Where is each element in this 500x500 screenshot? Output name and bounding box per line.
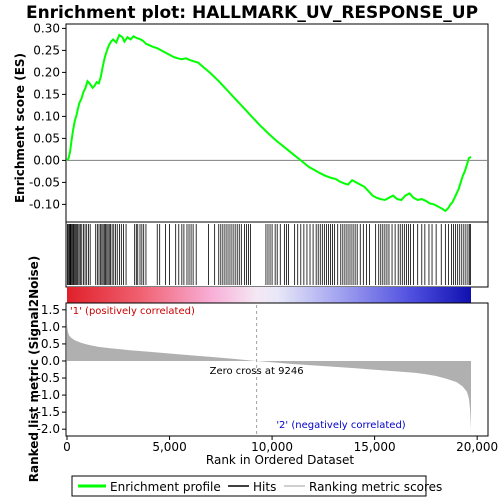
x-axis: 0 5,000 10,000 15,000 20,000 bbox=[63, 436, 498, 454]
metric-y-tick-label: -1.0 bbox=[37, 388, 60, 402]
es-y-axis-label: Enrichment score (ES) bbox=[13, 53, 27, 203]
metric-y-tick-label: -1.5 bbox=[37, 405, 60, 419]
x-axis-label: Rank in Ordered Dataset bbox=[206, 453, 354, 467]
es-y-tick-label: 0.20 bbox=[33, 65, 60, 79]
x-tick-label: 10,000 bbox=[251, 440, 293, 454]
metric-y-tick-label: -2.0 bbox=[37, 422, 60, 436]
es-y-axis: 0.30 0.25 0.20 0.15 0.10 0.05 0.00 -0.05 -0.10 bbox=[29, 21, 66, 211]
x-tick-label: 15,000 bbox=[354, 440, 396, 454]
chart-title: Enrichment plot: HALLMARK_UV_RESPONSE_UP bbox=[26, 3, 478, 23]
negative-correlation-label: '2' (negatively correlated) bbox=[276, 420, 405, 431]
es-panel-frame bbox=[65, 23, 489, 223]
zero-cross-label: Zero cross at 9246 bbox=[210, 366, 304, 377]
es-y-tick-label: 0.00 bbox=[33, 153, 60, 167]
legend-metric-label: Ranking metric scores bbox=[309, 480, 442, 494]
es-y-tick-label: 0.30 bbox=[33, 21, 60, 35]
x-tick-label: 20,000 bbox=[456, 440, 498, 454]
metric-y-tick-label: 0.5 bbox=[41, 337, 60, 351]
enrichment-profile-line bbox=[66, 33, 472, 213]
legend: Enrichment profile Hits Ranking metric s… bbox=[71, 475, 442, 497]
metric-panel: 1.5 1.0 0.5 0.0 -0.5 -1.0 -1.5 -2.0 '1' (positi… bbox=[27, 256, 489, 483]
metric-y-tick-label: 0.0 bbox=[41, 354, 60, 368]
hit-markers bbox=[67, 224, 471, 285]
legend-hits-label: Hits bbox=[253, 480, 276, 494]
x-tick-label: 0 bbox=[63, 440, 71, 454]
hits-panel bbox=[65, 221, 489, 288]
es-y-tick-label: 0.25 bbox=[33, 43, 60, 57]
metric-y-tick-label: 1.5 bbox=[41, 303, 60, 317]
metric-y-axis: 1.5 1.0 0.5 0.0 -0.5 -1.0 -1.5 -2.0 bbox=[37, 303, 66, 436]
es-y-tick-label: -0.05 bbox=[29, 175, 60, 189]
es-y-tick-label: -0.10 bbox=[29, 197, 60, 211]
es-y-tick-label: 0.05 bbox=[33, 131, 60, 145]
es-panel: 0.30 0.25 0.20 0.15 0.10 0.05 0.00 -0.05 -0.10 E… bbox=[13, 21, 489, 223]
es-y-tick-label: 0.10 bbox=[33, 109, 60, 123]
es-y-tick-label: 0.15 bbox=[33, 87, 60, 101]
metric-y-tick-label: -0.5 bbox=[37, 371, 60, 385]
metric-y-tick-label: 1.0 bbox=[41, 320, 60, 334]
rank-color-bar bbox=[67, 287, 471, 303]
positive-correlation-label: '1' (positively correlated) bbox=[70, 306, 195, 317]
x-tick-label: 5,000 bbox=[152, 440, 186, 454]
metric-y-axis-label: Ranked list metric (Signal2Noise) bbox=[27, 256, 41, 483]
legend-enrichment-label: Enrichment profile bbox=[110, 480, 221, 494]
